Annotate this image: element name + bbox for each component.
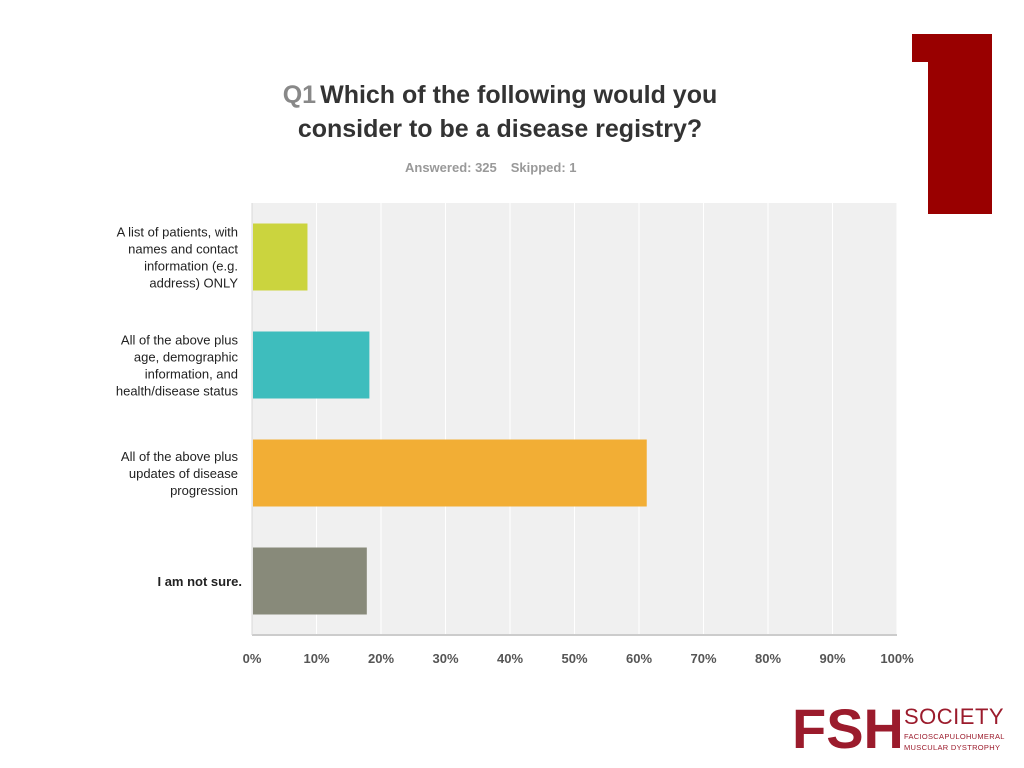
bar <box>253 331 370 399</box>
category-label: health/disease status <box>116 384 239 399</box>
x-tick-label: 0% <box>243 651 262 666</box>
x-tick-label: 30% <box>432 651 458 666</box>
category-label: updates of disease <box>129 466 238 481</box>
x-tick-label: 50% <box>561 651 587 666</box>
x-tick-label: 40% <box>497 651 523 666</box>
category-label: names and contact <box>128 242 238 257</box>
category-label: All of the above plus <box>121 449 239 464</box>
fsh-society-logo: FSH SOCIETY FACIOSCAPULOHUMERAL MUSCULAR… <box>790 686 1020 760</box>
category-label: address) ONLY <box>149 276 238 291</box>
slide-number <box>912 34 992 214</box>
x-tick-label: 90% <box>819 651 845 666</box>
x-tick-label: 60% <box>626 651 652 666</box>
answered-count: Answered: 325 <box>405 160 497 175</box>
logo-name: SOCIETY <box>904 704 1005 729</box>
category-label: information (e.g. <box>144 259 238 274</box>
x-tick-label: 100% <box>880 651 914 666</box>
question-text: Which of the following would you conside… <box>297 81 718 143</box>
category-label: I am not sure. <box>157 574 242 589</box>
x-tick-label: 10% <box>303 651 329 666</box>
x-tick-label: 80% <box>755 651 781 666</box>
bar <box>253 223 308 291</box>
logo-subtitle-2: MUSCULAR DYSTROPHY <box>904 743 1001 752</box>
response-stats: Answered: 325 Skipped: 1 <box>405 160 605 175</box>
category-label: All of the above plus <box>121 333 239 348</box>
bar <box>253 439 647 507</box>
question-number: Q1 <box>282 81 317 109</box>
logo-subtitle-1: FACIOSCAPULOHUMERAL <box>904 732 1005 741</box>
category-label: A list of patients, with <box>117 225 238 240</box>
x-tick-label: 20% <box>368 651 394 666</box>
category-label: progression <box>170 483 238 498</box>
logo-mark-text: FSH <box>792 697 900 756</box>
chart-title: Q1 Which of the following would you consi… <box>250 78 750 146</box>
bar <box>253 547 367 615</box>
category-label: age, demographic <box>134 350 239 365</box>
logo-mark: FSH <box>792 697 904 760</box>
x-tick-label: 70% <box>690 651 716 666</box>
skipped-count: Skipped: 1 <box>510 160 577 175</box>
category-label: information, and <box>145 367 238 382</box>
